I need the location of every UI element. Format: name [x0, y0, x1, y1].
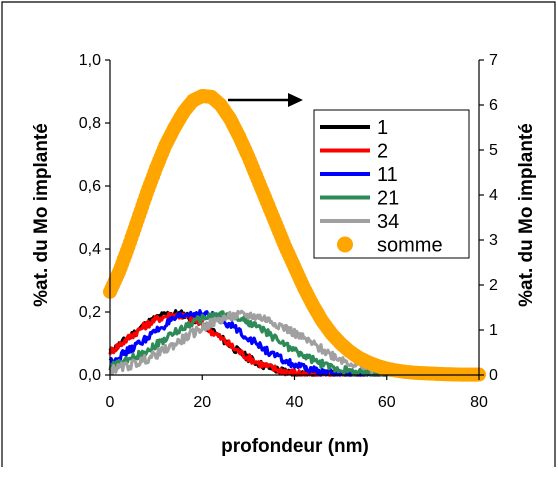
legend-label-somme: somme: [377, 235, 443, 257]
y-right-tick-label: 7: [489, 52, 498, 69]
y-left-tick-label: 0,4: [79, 241, 101, 258]
x-tick-label: 0: [106, 394, 115, 411]
y-left-tick-label: 0,6: [79, 178, 101, 195]
x-tick-label: 60: [378, 394, 396, 411]
y-right-tick-label: 6: [489, 97, 498, 114]
x-tick-label: 40: [286, 394, 304, 411]
legend-label-2: 2: [377, 141, 388, 163]
annotation-arrow: [228, 93, 303, 107]
x-axis-title: profondeur (nm): [221, 436, 369, 457]
legend-label-1: 1: [377, 117, 388, 139]
y-left-tick-label: 0,2: [79, 304, 101, 321]
legend-box: [313, 109, 470, 259]
legend-label-21: 21: [377, 188, 399, 210]
y-left-tick-label: 1,0: [79, 52, 101, 69]
y-right-tick-label: 3: [489, 232, 498, 249]
figure-border: [1, 1, 556, 467]
y-left-tick-label: 0,0: [79, 367, 101, 384]
y-left-tick-label: 0,8: [79, 115, 101, 132]
x-tick-label: 20: [193, 394, 211, 411]
legend-label-34: 34: [377, 211, 399, 233]
y-right-tick-label: 1: [489, 322, 498, 339]
axes-layer: [105, 59, 484, 380]
y-axis-right-title: %at. du Mo implanté: [516, 123, 537, 307]
legend-swatch-somme: [337, 236, 353, 253]
series-layer: [103, 89, 486, 382]
y-right-tick-label: 4: [489, 187, 498, 204]
y-axis-left-title: %at. du Mo implanté: [31, 123, 52, 307]
y-right-tick-label: 0: [489, 367, 498, 384]
y-right-tick-label: 5: [489, 142, 498, 159]
x-tick-label: 80: [470, 394, 488, 411]
y-right-tick-label: 2: [489, 277, 498, 294]
legend-label-11: 11: [377, 164, 398, 186]
